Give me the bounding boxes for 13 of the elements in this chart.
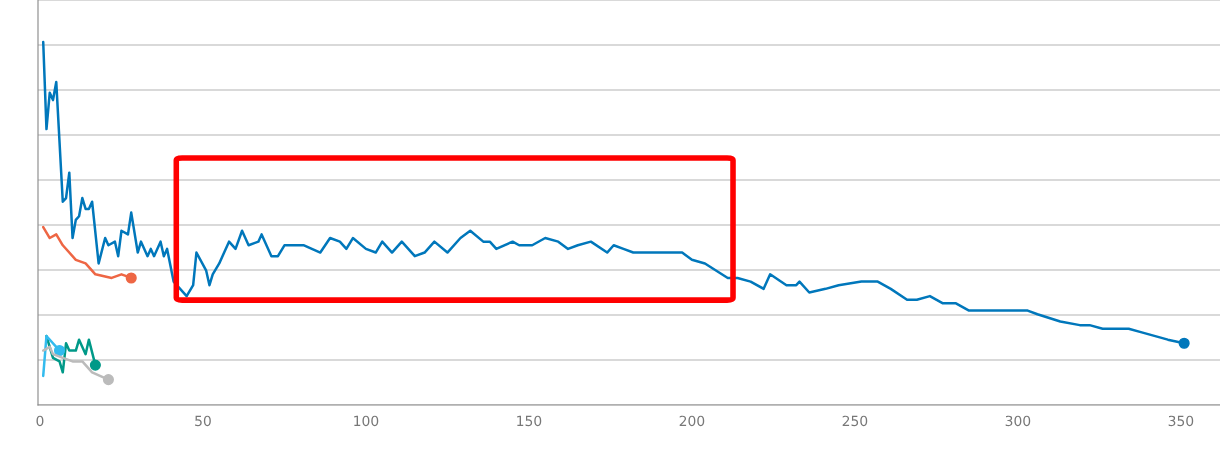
x-tick-label: 50 (195, 415, 211, 427)
x-tick-label: 250 (842, 415, 868, 427)
x-tick-label: 350 (1168, 415, 1194, 427)
point (125, 272, 137, 284)
x-tick-label: 0 (36, 415, 44, 427)
x-tick-label: 100 (354, 415, 379, 427)
point (1178, 337, 1190, 349)
point (102, 374, 114, 386)
x-tick-label: 200 (679, 415, 705, 427)
point (53, 344, 66, 357)
x-tick-label: 300 (1005, 415, 1031, 427)
x-tick-label: 150 (517, 415, 542, 427)
point (89, 359, 101, 371)
